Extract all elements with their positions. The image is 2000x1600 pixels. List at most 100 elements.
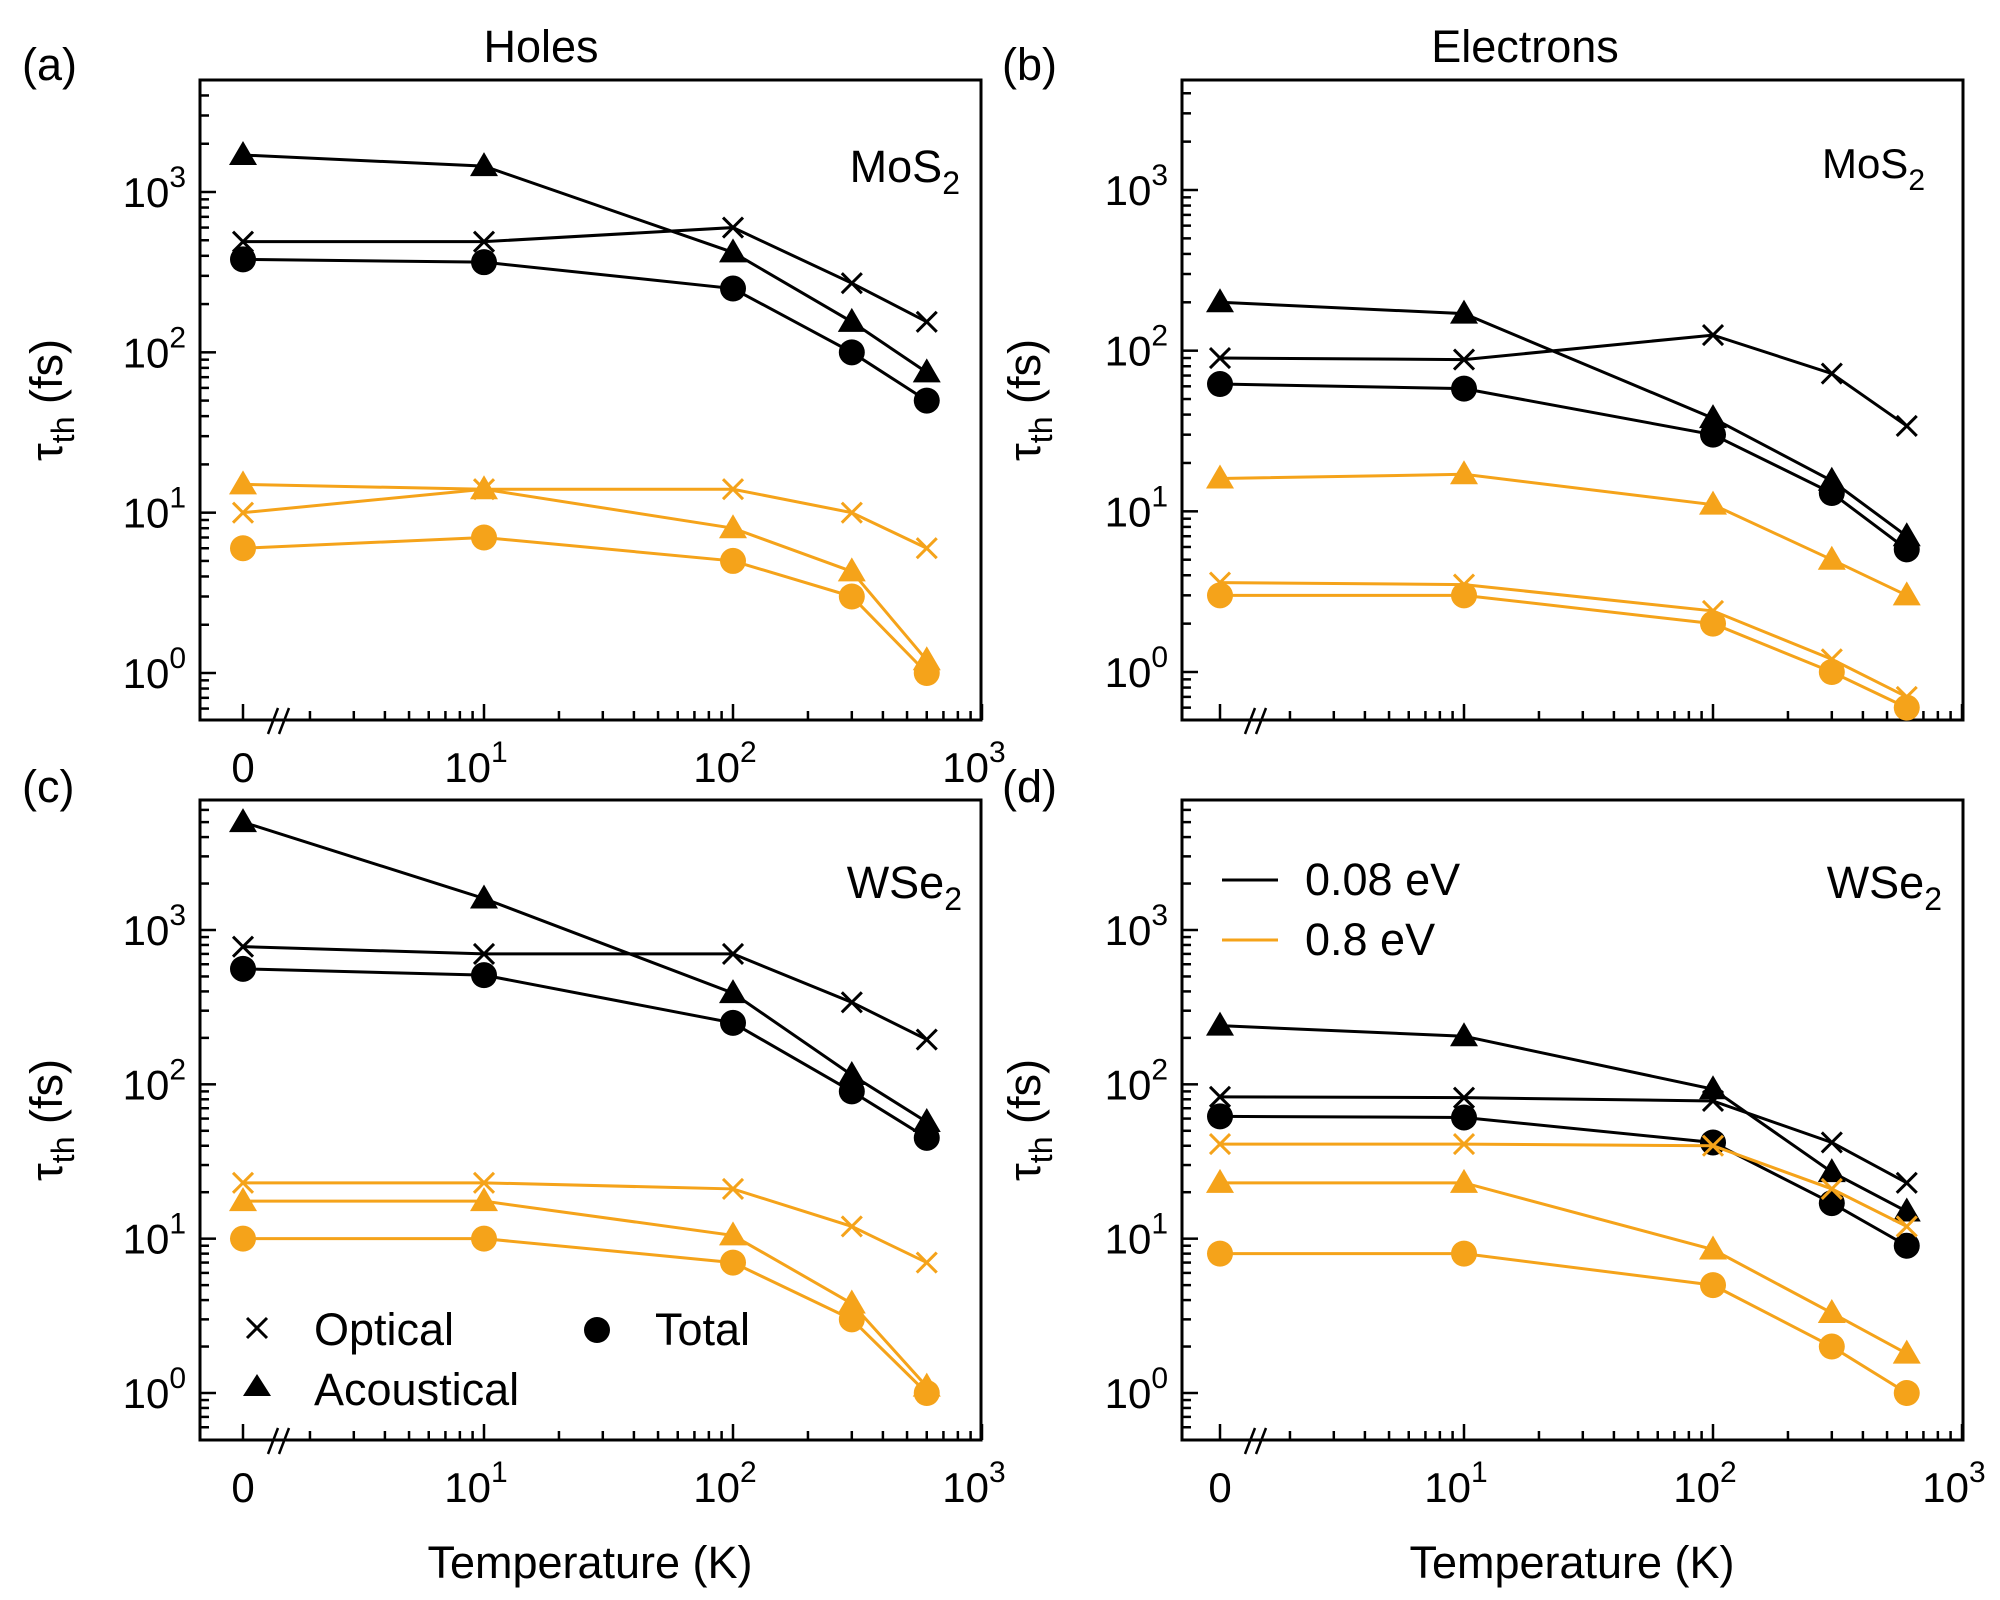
y-tick-label: 103 (1105, 899, 1168, 954)
series-line (1219, 472, 1908, 597)
panel-label-b: (b) (1002, 39, 1057, 90)
legend-total-marker (584, 1317, 610, 1343)
data-point-optical (472, 1171, 496, 1194)
data-point-total (1700, 1129, 1726, 1156)
data-point-acoustical (1817, 1298, 1846, 1323)
data-point-total (913, 1380, 940, 1406)
y-tick-label: 103 (123, 161, 186, 216)
y-tick-label: 100 (1105, 641, 1168, 696)
column-title-electrons: Electrons (1431, 21, 1619, 72)
data-point-acoustical (1450, 1022, 1478, 1047)
data-point-acoustical (1699, 404, 1727, 429)
axis-break-mark (1243, 707, 1257, 735)
panel-label-a: (a) (22, 39, 77, 90)
data-point-acoustical (1892, 1339, 1921, 1364)
data-point-acoustical (837, 1289, 866, 1314)
data-point-total (1207, 1240, 1233, 1267)
panel-b: 100 101 102 103 (1105, 92, 1964, 735)
data-point-acoustical (719, 238, 747, 263)
data-point-acoustical (229, 808, 257, 833)
data-point-acoustical (1817, 1158, 1846, 1183)
data-point-optical (840, 501, 863, 524)
x-tick-label: 0 (1208, 1464, 1231, 1511)
data-point-acoustical (837, 557, 866, 582)
data-point-acoustical (837, 307, 866, 332)
column-title-holes: Holes (483, 21, 598, 72)
line-legend: 0.08 eV 0.8 eV (1222, 854, 1460, 965)
series-line (1219, 333, 1908, 428)
data-point-acoustical (1206, 288, 1234, 313)
x-tick-label: 103 (942, 1456, 1005, 1511)
plot-frame-d (1180, 798, 1965, 1442)
data-point-acoustical (719, 979, 747, 1004)
y-tick-label: 100 (123, 1362, 186, 1417)
data-point-acoustical (837, 1060, 866, 1085)
panel-label-c: (c) (22, 761, 74, 812)
data-point-total (838, 583, 865, 610)
axis-break-mark (277, 707, 291, 735)
data-point-total (230, 535, 256, 562)
xlabel-d: Temperature (K) (1409, 1537, 1734, 1588)
x-tick-label: 101 (444, 736, 507, 791)
data-point-acoustical (229, 1187, 257, 1212)
data-point-total (913, 387, 940, 414)
legend-line-low-label: 0.08 eV (1305, 854, 1460, 905)
y-tick-label: 102 (123, 1053, 186, 1108)
data-point-optical (721, 478, 745, 501)
data-point-optical (915, 537, 938, 560)
data-point-acoustical (470, 884, 498, 909)
data-point-acoustical (1699, 1235, 1727, 1260)
series-line (1219, 1114, 1908, 1248)
y-tick-label: 101 (123, 482, 186, 537)
data-point-total (471, 962, 497, 989)
data-point-acoustical (1206, 1168, 1234, 1193)
data-point-total (720, 1009, 746, 1036)
data-point-optical (840, 991, 863, 1014)
ylabel-b: τth (fs) (999, 339, 1059, 461)
data-point-optical (1895, 414, 1918, 438)
series-line (1219, 581, 1908, 699)
series-line (1220, 1181, 1908, 1355)
axis-break-mark (1254, 1427, 1268, 1455)
data-point-total (471, 249, 497, 276)
legend-acoustical-label: Acoustical (314, 1364, 519, 1415)
series-line (242, 257, 928, 402)
data-point-acoustical (1206, 1011, 1234, 1036)
data-point-optical (231, 1171, 255, 1194)
panel-c: 100 101 102 103 0 101 102 103 (123, 808, 1006, 1511)
data-point-optical (1701, 324, 1725, 347)
x-tick-label: 0 (231, 1464, 254, 1511)
data-point-total (230, 1225, 256, 1252)
data-point-optical (915, 1028, 938, 1051)
data-point-acoustical (1892, 581, 1921, 606)
data-point-optical (840, 272, 863, 295)
data-point-total (1818, 480, 1845, 507)
data-point-total (913, 1124, 940, 1151)
legend-acoustical-marker (243, 1374, 271, 1396)
data-point-optical (721, 942, 745, 965)
panel-label-d: (d) (1002, 761, 1057, 812)
series-line (1220, 1252, 1908, 1395)
data-point-acoustical (1817, 545, 1846, 570)
marker-legend: Optical Acoustical Total (243, 1304, 750, 1415)
data-point-optical (840, 1215, 863, 1238)
y-tick-label: 102 (123, 321, 186, 376)
series-line (243, 1181, 928, 1264)
data-point-total (1893, 694, 1920, 721)
legend-optical-marker (245, 1316, 269, 1340)
data-point-acoustical (470, 1187, 498, 1212)
data-point-optical (721, 216, 745, 239)
data-point-optical (1895, 1215, 1918, 1238)
data-point-acoustical (470, 152, 498, 177)
data-point-acoustical (912, 358, 941, 383)
data-point-total (1700, 421, 1726, 448)
y-tick-label: 103 (1105, 159, 1168, 214)
series-line (1219, 300, 1908, 538)
data-point-total (1893, 1380, 1920, 1406)
data-point-total (1451, 375, 1477, 402)
ylabel-a: τth (fs) (21, 339, 81, 461)
material-label-d: WSe2 (1827, 857, 1942, 917)
x-tick-label: 101 (444, 1456, 507, 1511)
series-line (243, 1199, 928, 1388)
data-point-total (1451, 582, 1477, 609)
